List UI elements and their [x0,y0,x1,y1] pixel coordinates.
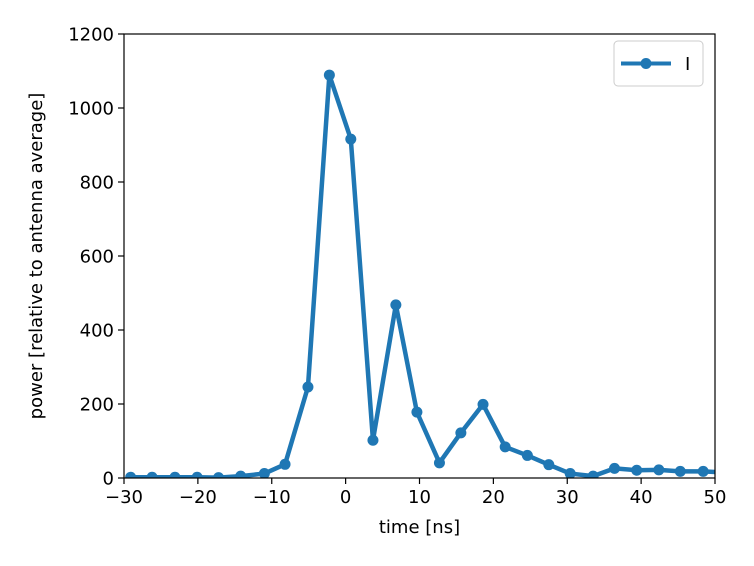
data-point-marker [499,441,511,453]
data-point-marker [411,406,423,418]
data-point-marker [323,69,335,81]
y-tick-label: 800 [80,173,114,194]
data-point-marker [279,458,291,470]
data-point-marker [367,434,379,446]
data-point-marker [697,465,709,477]
series-layer [125,69,715,478]
x-tick-label: −10 [253,487,291,508]
legend-label: I [685,54,690,75]
series-line [128,72,715,478]
y-tick-label: 0 [103,469,114,490]
x-tick-label: −20 [179,487,217,508]
data-point-marker [564,468,576,478]
x-tick-label: 50 [704,487,727,508]
data-point-marker [235,470,247,478]
data-point-marker [455,427,467,439]
legend: I [613,40,704,87]
data-point-marker [631,464,643,476]
x-tick-label: 0 [340,487,351,508]
y-axis-label: power [relative to antenna average] [26,93,47,420]
data-point-marker [609,462,621,474]
plot-area [123,33,716,479]
y-tick-label: 200 [80,395,114,416]
data-point-marker [213,472,225,478]
x-tick-label: −30 [105,487,143,508]
data-point-marker [191,471,203,478]
data-point-marker [169,471,181,478]
data-point-marker [477,398,489,410]
x-tick-label: 20 [482,487,505,508]
x-axis-ticks: −30 −20 −10 0 10 20 30 40 50 [105,478,726,508]
x-axis-label: time [ns] [379,517,460,538]
data-point-marker [653,464,665,476]
legend-marker-icon [640,58,652,69]
data-point-marker [302,381,314,393]
data-point-marker [587,470,599,478]
y-tick-label: 1200 [68,25,114,46]
data-point-marker [433,457,445,469]
data-point-marker [125,471,137,478]
x-tick-label: 10 [408,487,431,508]
data-point-marker [345,133,357,145]
data-point-marker [390,299,402,311]
y-tick-label: 400 [80,321,114,342]
data-point-marker [674,465,686,477]
x-tick-label: 40 [630,487,653,508]
y-axis-ticks: 0 200 400 600 800 1000 1200 [68,25,124,490]
x-tick-label: 30 [556,487,579,508]
y-tick-label: 1000 [68,99,114,120]
data-point-marker [543,459,555,471]
data-point-marker [146,471,158,478]
data-point-marker [258,468,270,478]
data-point-marker [521,449,533,461]
y-tick-label: 600 [80,247,114,268]
